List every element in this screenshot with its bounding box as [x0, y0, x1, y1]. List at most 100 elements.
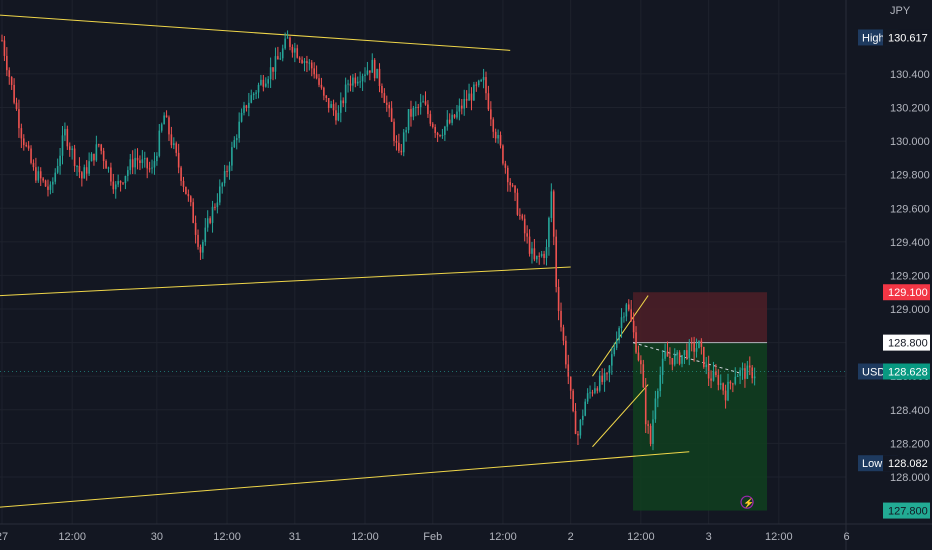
candle-body [627, 304, 630, 310]
candle-body [431, 123, 434, 128]
candle-body [39, 171, 42, 179]
candle-body [117, 181, 119, 185]
candle-body [124, 175, 127, 184]
candle-body [73, 148, 76, 167]
candle-body [129, 159, 132, 171]
time-tick-label: 6 [844, 531, 850, 543]
candle-body [153, 161, 156, 168]
candle-body [165, 115, 168, 118]
candle-body [475, 84, 478, 86]
candle-body [10, 76, 13, 85]
candle-body [269, 67, 272, 80]
high-marker-label: High [862, 32, 885, 44]
candle-body [122, 182, 124, 184]
candle-body [618, 328, 620, 341]
candle-body [514, 185, 516, 193]
candle-body [64, 128, 66, 136]
candle-body [349, 83, 352, 86]
candle-body [739, 370, 741, 376]
candle-body [42, 178, 44, 181]
candle-body [705, 364, 708, 368]
candle-body [131, 159, 134, 168]
candle-body [732, 383, 734, 385]
candle-body [337, 112, 340, 121]
candle-body [748, 365, 751, 368]
candle-body [688, 342, 691, 358]
support-trendline [0, 451, 690, 508]
high-marker-value-bg [883, 29, 930, 46]
candle-body [158, 130, 161, 156]
candle-body [410, 109, 412, 117]
time-tick-label: 3 [706, 531, 712, 543]
candle-body [506, 167, 509, 183]
candle-body [647, 424, 649, 426]
candle-body [296, 48, 299, 58]
candle-body [139, 160, 141, 163]
candle-body [114, 184, 117, 190]
trendlines[interactable] [0, 0, 690, 508]
candle-body [156, 155, 158, 162]
time-tick-label: 12:00 [213, 531, 241, 543]
candle-body [44, 180, 47, 187]
currency-label: JPY [890, 5, 911, 17]
candle-body [294, 48, 296, 53]
candle-body [71, 148, 73, 150]
candle-body [340, 100, 342, 113]
candle-body [659, 374, 662, 392]
candle-body [209, 218, 211, 223]
candle-body [81, 172, 83, 179]
candle-body [703, 346, 705, 368]
candle-body [552, 191, 555, 237]
candle-body [494, 131, 497, 139]
candle-body [361, 76, 364, 82]
low-marker-value: 128.082 [888, 458, 928, 470]
candle-body [669, 356, 671, 359]
candle-body [93, 153, 95, 161]
candle-body [204, 227, 207, 242]
candle-body [623, 316, 625, 318]
stop-loss-zone [633, 292, 768, 343]
candle-body [160, 124, 163, 131]
candle-body [127, 170, 129, 176]
candle-body [415, 106, 417, 109]
current-price-value: 128.628 [888, 367, 928, 379]
candle-body [608, 365, 611, 374]
candle-body [591, 392, 594, 394]
candle-body [235, 138, 238, 141]
candle-body [56, 166, 59, 173]
candle-body [567, 364, 570, 377]
candle-body [88, 161, 90, 174]
wedge-lower-line [592, 384, 649, 448]
candle-body [252, 93, 255, 96]
candle-body [586, 393, 589, 402]
candle-body [163, 115, 165, 125]
candle-body [194, 222, 197, 235]
candle-body [461, 105, 463, 109]
candle-body [347, 83, 349, 85]
candle-body [332, 104, 335, 111]
candlesticks [1, 30, 756, 451]
candle-body [255, 92, 257, 94]
candle-body [502, 145, 504, 164]
candle-body [264, 83, 267, 87]
time-tick-label: 30 [151, 531, 163, 543]
position-tool[interactable] [632, 292, 768, 511]
candle-body [18, 109, 20, 129]
candle-body [274, 56, 277, 72]
candle-body [279, 58, 282, 60]
candle-body [574, 411, 577, 434]
candle-body [182, 180, 185, 187]
candle-body [531, 248, 533, 254]
candle-body [611, 354, 613, 366]
stop-price-value: 129.100 [888, 287, 928, 299]
candle-body [516, 192, 519, 215]
candle-body [635, 332, 637, 353]
candle-body [78, 165, 81, 173]
projection-line [632, 342, 740, 374]
price-axis[interactable]: 130.400 130.200 130.000 129.800 129.600 129.4… [846, 0, 932, 550]
candle-body [231, 147, 233, 166]
candle-body [390, 108, 393, 122]
candle-body [143, 158, 146, 160]
